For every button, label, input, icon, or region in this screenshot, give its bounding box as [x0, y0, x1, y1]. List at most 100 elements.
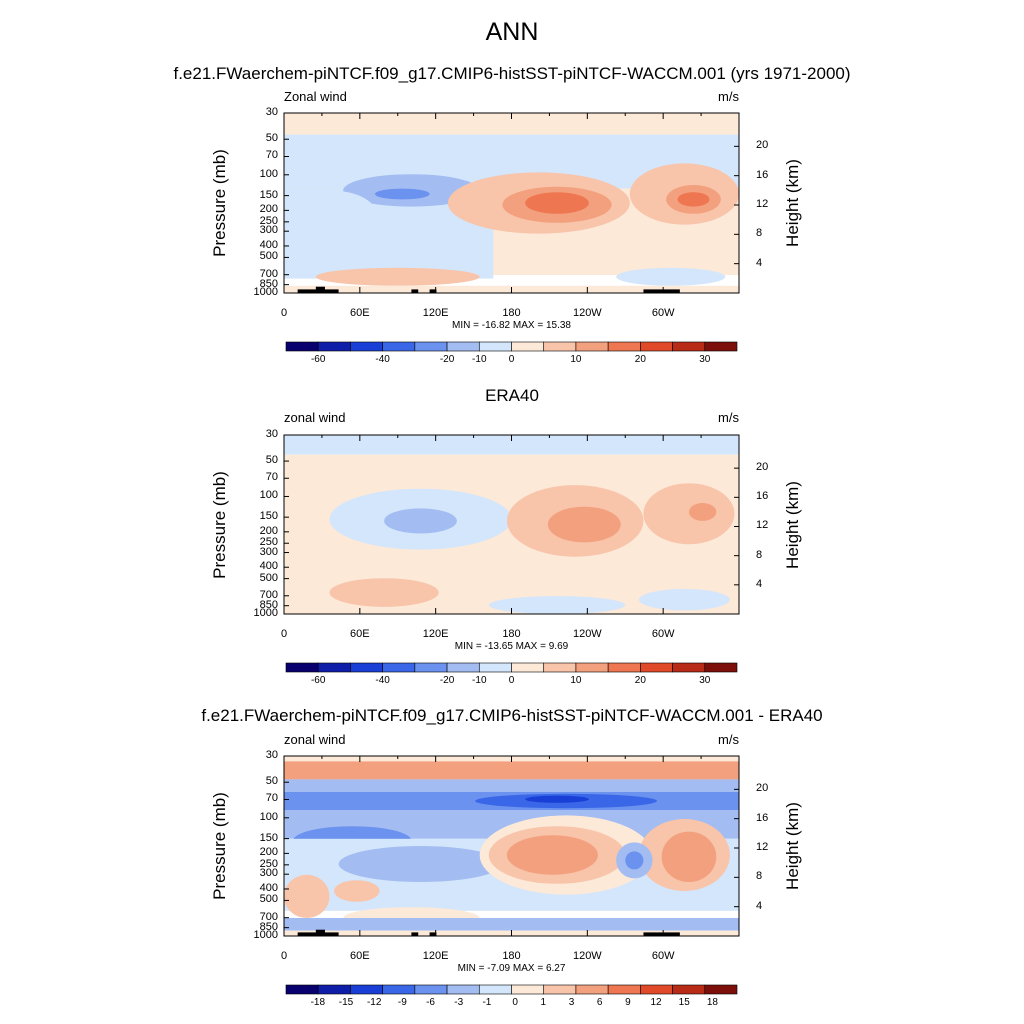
colorbar-swatch	[478, 341, 512, 352]
contour-region	[284, 190, 375, 234]
y-tick-label: 50	[265, 775, 278, 788]
y-tick-label: 200	[259, 846, 278, 859]
colorbar-tick-label: 30	[699, 675, 711, 686]
contour-region	[677, 192, 710, 207]
colorbar-tick-label: -10	[472, 675, 487, 686]
colorbar-swatch	[285, 662, 319, 673]
panel-title-3: f.e21.FWaerchem-piNTCF.f09_g17.CMIP6-his…	[201, 706, 823, 725]
y-tick-label: 1000	[253, 286, 278, 298]
topography-mask	[315, 286, 325, 293]
x-tick-label: 120W	[572, 950, 602, 962]
contour-region	[688, 503, 717, 521]
y-tick-label: 250	[259, 536, 278, 549]
x-tick-label: 120W	[572, 307, 602, 319]
y-tick-label: 700	[259, 910, 278, 923]
y-tick-label: 300	[259, 224, 278, 237]
height-tick-label: 4	[756, 577, 763, 590]
height-tick-label: 8	[756, 227, 763, 240]
colorbar-tick-label: -9	[397, 997, 407, 1008]
colorbar-swatch	[704, 662, 738, 673]
contour-region	[643, 483, 735, 545]
colorbar-tick-label: -20	[439, 675, 455, 686]
y-tick-label: 70	[265, 471, 278, 484]
y-tick-label: 150	[259, 510, 278, 523]
x-tick-label: 60E	[350, 307, 370, 319]
colorbar-tick-label: 15	[678, 997, 690, 1008]
x-tick-label: 60W	[651, 950, 675, 962]
topography-mask	[429, 289, 437, 293]
colorbar-swatch	[543, 662, 577, 673]
contour-region	[329, 578, 439, 607]
contour-region	[525, 795, 589, 803]
colorbar-tick-label: 0	[512, 997, 518, 1008]
min-max-label: MIN = -13.65 MAX = 9.69	[454, 641, 569, 652]
colorbar-swatch	[543, 341, 577, 352]
colorbar-swatch	[640, 662, 673, 673]
colorbar-tick-label: -10	[472, 354, 487, 365]
colorbar-swatch	[511, 984, 545, 995]
y-tick-label: 30	[265, 106, 278, 118]
x-tick-label: 180	[502, 628, 521, 640]
x-tick-label: 120E	[422, 307, 449, 319]
colorbar-tick-label: 9	[625, 997, 631, 1008]
y-tick-label: 500	[259, 893, 278, 906]
colorbar-tick-label: -20	[439, 354, 455, 365]
colorbar-tick-label: -15	[338, 997, 354, 1008]
colorbar-swatch	[607, 662, 641, 673]
figure-title: ANN	[485, 18, 539, 46]
x-tick-label: 60W	[651, 628, 675, 640]
height-tick-label: 12	[756, 841, 769, 853]
colorbar-swatch	[704, 341, 738, 352]
colorbar-swatch	[672, 662, 706, 673]
contour-region	[547, 506, 621, 543]
y-tick-label: 850	[259, 920, 278, 933]
contour-region	[334, 880, 380, 902]
colorbar-swatch	[446, 341, 480, 352]
colorbar-swatch	[285, 984, 319, 995]
colorbar-tick-label: 10	[570, 675, 582, 686]
min-max-label: MIN = -16.82 MAX = 15.38	[452, 320, 571, 331]
contour-region	[616, 267, 726, 286]
colorbar-swatch	[350, 341, 383, 352]
colorbar-tick-label: -3	[454, 997, 464, 1008]
colorbar-tick-label: -1	[482, 997, 492, 1008]
colorbar-tick-label: -60	[310, 675, 326, 686]
y-tick-label: 850	[259, 598, 278, 611]
colorbar-swatch	[478, 662, 512, 673]
contour-field-2	[284, 435, 739, 614]
y-tick-label: 400	[259, 560, 278, 573]
colorbar-tick-label: 30	[699, 354, 711, 365]
topography-mask	[429, 932, 437, 936]
contour-field-3	[284, 756, 739, 936]
y-tick-label: 30	[265, 428, 278, 440]
contour-region	[284, 779, 739, 792]
colorbar-tick-label: 20	[634, 354, 646, 365]
contour-region	[375, 188, 430, 200]
x-tick-label: 0	[280, 628, 288, 640]
colorbar-swatch	[317, 662, 351, 673]
contour-region	[488, 596, 626, 614]
y-tick-label: 500	[259, 571, 278, 584]
y-tick-label: 300	[259, 545, 278, 558]
y-tick-label: 70	[265, 792, 278, 805]
colorbar-swatch	[704, 984, 738, 995]
variable-label: zonal wind	[284, 732, 346, 747]
colorbar-swatch	[640, 341, 673, 352]
colorbar-swatch	[543, 984, 577, 995]
y-tick-label: 100	[259, 810, 278, 823]
height-tick-label: 8	[756, 548, 763, 561]
height-tick-label: 20	[756, 782, 769, 795]
variable-label: Zonal wind	[284, 89, 347, 104]
topography-mask	[643, 289, 680, 293]
topography-mask	[315, 929, 325, 936]
height-tick-label: 16	[756, 168, 769, 181]
min-max-label: MIN = -7.09 MAX = 6.27	[457, 963, 566, 974]
colorbar-tick-label: 0	[508, 675, 515, 686]
colorbar-tick-label: -40	[375, 675, 390, 686]
y-tick-label: 700	[259, 267, 278, 280]
y-tick-label: 50	[265, 132, 278, 145]
colorbar-swatch	[672, 984, 706, 995]
contour-region	[284, 113, 739, 135]
y-tick-label: 300	[259, 867, 278, 880]
